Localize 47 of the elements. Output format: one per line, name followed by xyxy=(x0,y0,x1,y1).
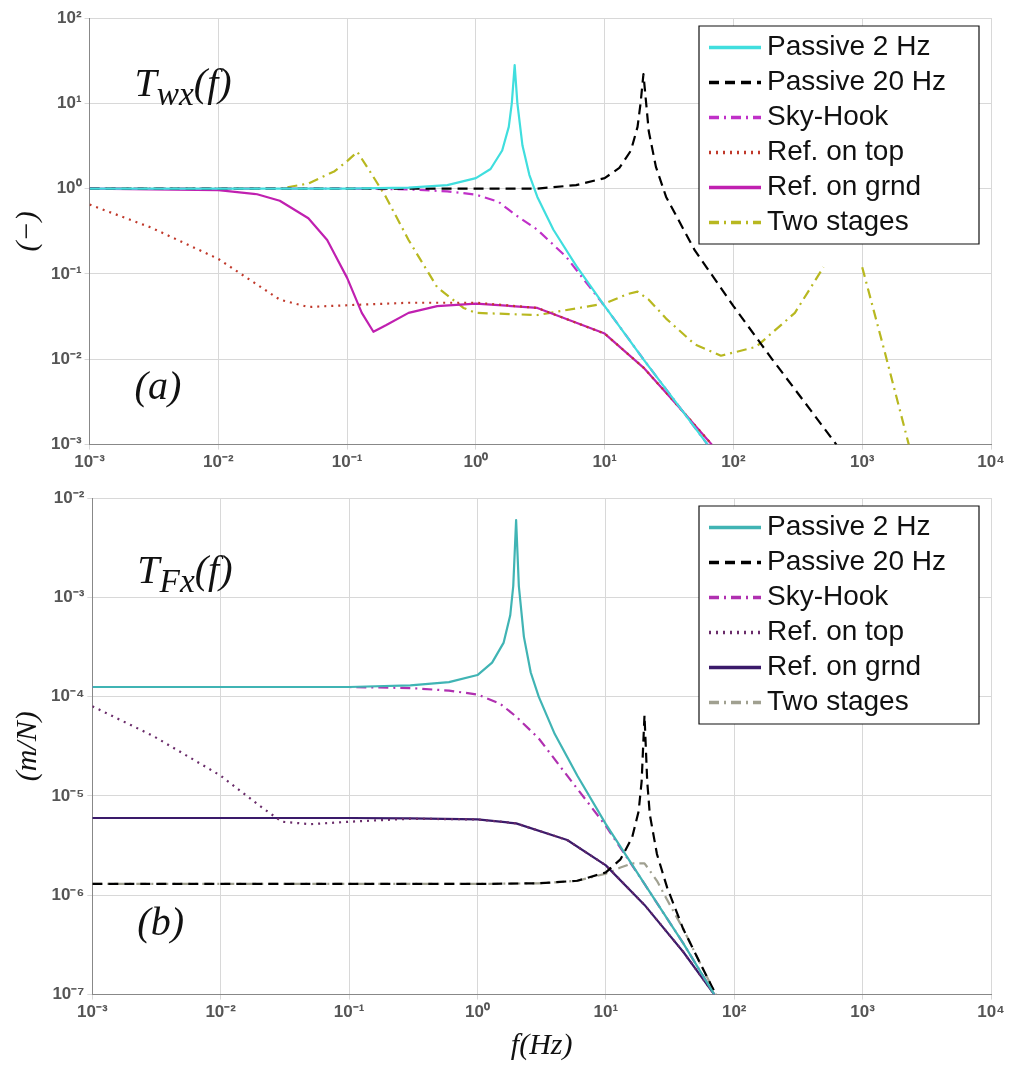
y-tick-label: 10⁻⁵ xyxy=(51,785,85,805)
y-axis-title: (−) xyxy=(8,211,43,252)
x-tick-label: 10¹ xyxy=(593,1002,619,1022)
x-tick-label: 10² xyxy=(721,452,747,472)
x-tick-label: 10⁻¹ xyxy=(333,1002,365,1022)
y-tick-label: 10⁻² xyxy=(53,487,85,507)
x-axis-title: f(Hz) xyxy=(510,1026,573,1061)
legend-label: Sky-Hook xyxy=(767,580,890,612)
legend-label: Passive 2 Hz xyxy=(767,510,931,542)
x-tick-label: 10⁻¹ xyxy=(331,452,363,472)
x-tick-label: 10² xyxy=(721,1002,747,1022)
x-tick-label: 10⁻² xyxy=(203,452,234,472)
legend-label: Passive 20 Hz xyxy=(767,545,946,577)
y-tick-label: 10¹ xyxy=(56,93,82,113)
legend-label: Ref. on grnd xyxy=(767,170,922,202)
x-tick-label: 10¹ xyxy=(592,452,618,472)
x-tick-label: 10⁴ xyxy=(977,452,1005,472)
annotation: T$_{Fx}$(f) xyxy=(137,546,233,600)
x-tick-label: 10³ xyxy=(850,1002,876,1022)
legend-label: Sky-Hook xyxy=(767,100,890,132)
annotation: T$_{wx}$(f) xyxy=(134,59,232,113)
legend-label: Two stages xyxy=(767,205,909,237)
x-tick-label: 10⁻³ xyxy=(77,1002,108,1022)
x-tick-label: 10⁻² xyxy=(205,1002,237,1022)
y-tick-label: 10⁻¹ xyxy=(50,263,82,283)
y-tick-label: 10⁻² xyxy=(50,348,82,368)
annotation: (a) xyxy=(134,362,182,408)
x-tick-label: 10⁰ xyxy=(465,1002,490,1022)
y-tick-label: 10⁰ xyxy=(56,178,82,198)
legend-label: Ref. on grnd xyxy=(767,650,922,682)
annotation: (b) xyxy=(137,899,184,945)
legend-label: Ref. on top xyxy=(767,135,904,167)
legend-label: Ref. on top xyxy=(767,615,904,647)
y-tick-label: 10⁻³ xyxy=(50,434,82,454)
y-tick-label: 10⁻³ xyxy=(53,587,85,607)
legend-label: Passive 2 Hz xyxy=(767,30,931,62)
x-tick-label: 10³ xyxy=(849,452,875,472)
y-tick-label: 10⁻⁴ xyxy=(50,686,85,706)
y-tick-label: 10² xyxy=(56,7,82,27)
y-tick-label: 10⁻⁶ xyxy=(51,884,85,904)
y-axis-title: (m/N) xyxy=(8,711,43,782)
x-tick-label: 10⁻³ xyxy=(74,452,106,472)
x-tick-label: 10⁰ xyxy=(463,452,489,472)
legend-label: Two stages xyxy=(767,685,909,717)
x-tick-label: 10⁴ xyxy=(977,1002,1005,1022)
y-tick-label: 10⁻⁷ xyxy=(52,984,85,1004)
legend-label: Passive 20 Hz xyxy=(767,65,946,97)
